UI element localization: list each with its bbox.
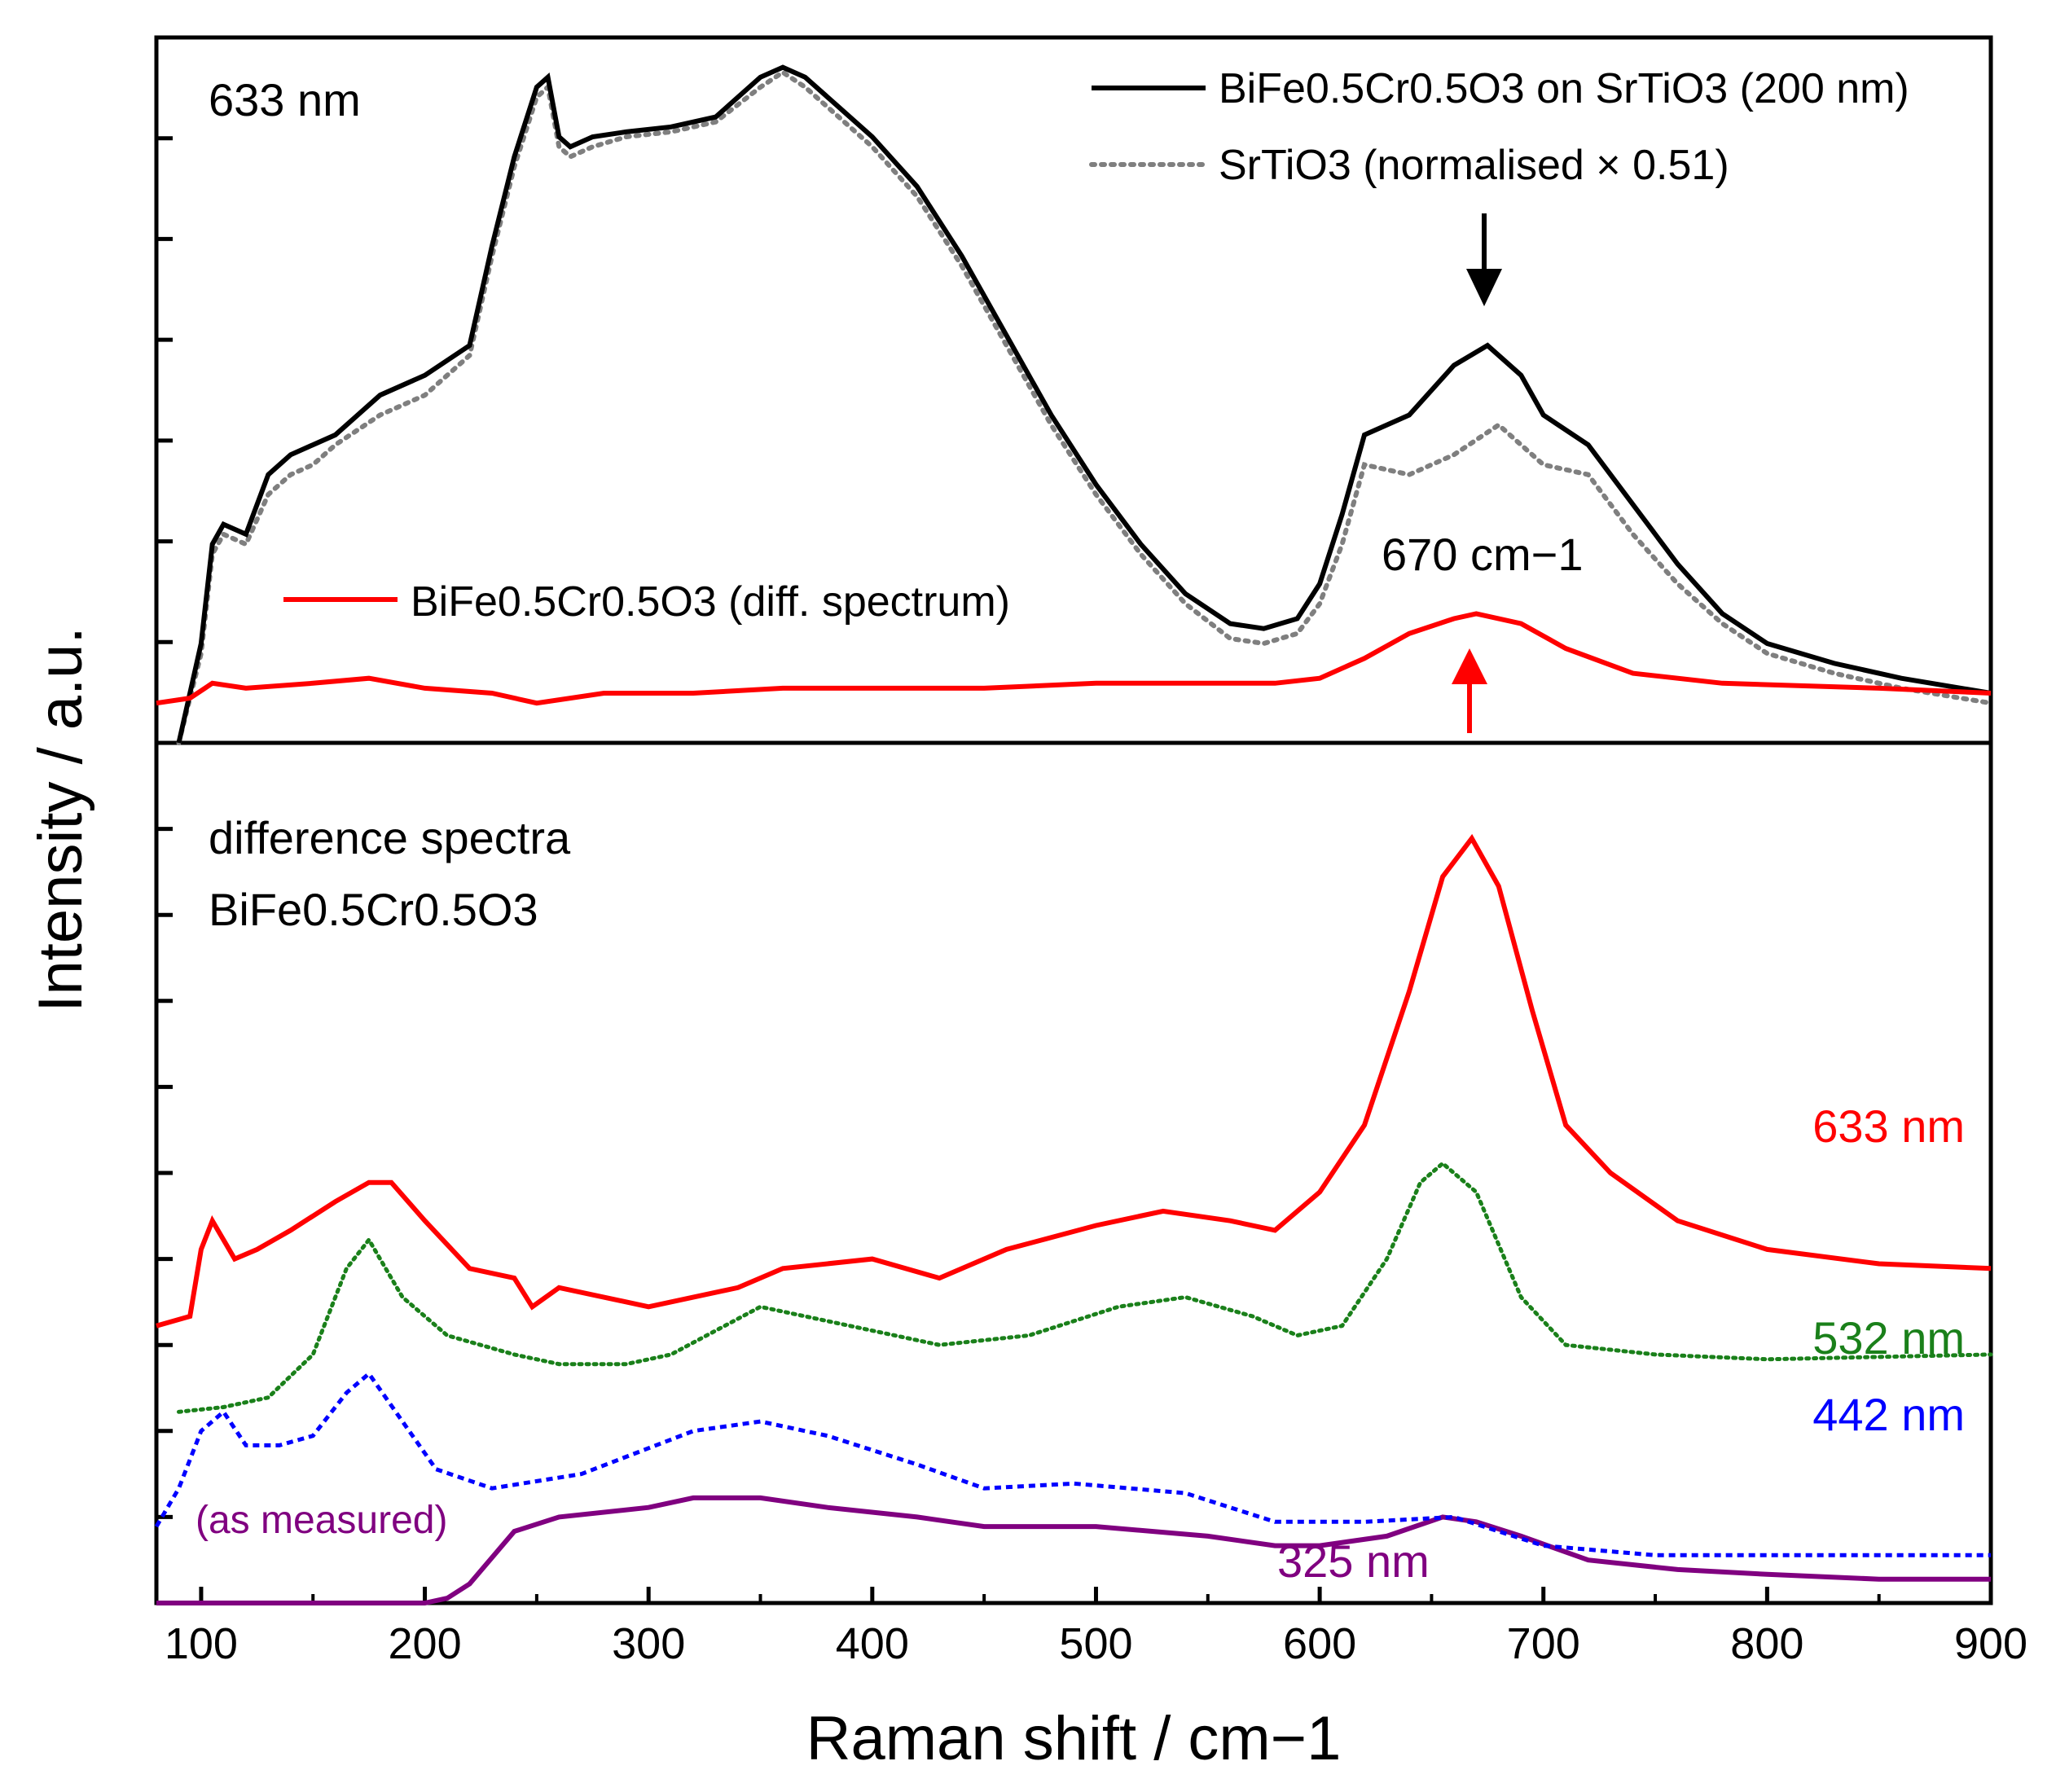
y-axis-ticks — [156, 136, 173, 1519]
series-bfco-diff-spectrum — [156, 611, 1992, 706]
x-tick-label-600: 600 — [1283, 1619, 1356, 1668]
top-panel-series — [156, 64, 1993, 745]
peak-label-670: 670 cm−1 — [1382, 529, 1584, 580]
series-bfco-on-srtio3 — [176, 64, 1992, 744]
x-axis-ticks: 100 200 300 400 500 600 700 800 900 — [165, 1587, 2027, 1668]
series-srtio3-normalised — [176, 69, 1993, 745]
bottom-panel-title-line2: BiFe0.5Cr0.5O3 — [209, 884, 538, 935]
label-325nm: 325 nm — [1277, 1535, 1430, 1587]
legend-label-black: BiFe0.5Cr0.5O3 on SrTiO3 (200 nm) — [1219, 65, 1909, 112]
bottom-panel-title-line1: difference spectra — [209, 812, 571, 863]
legend-label-red: BiFe0.5Cr0.5O3 (diff. spectrum) — [411, 578, 1010, 626]
legend-label-gray: SrTiO3 (normalised × 0.51) — [1219, 142, 1729, 189]
legend: BiFe0.5Cr0.5O3 on SrTiO3 (200 nm) SrTiO3… — [283, 65, 1909, 626]
x-tick-label-700: 700 — [1507, 1619, 1580, 1668]
x-tick-label-200: 200 — [389, 1619, 462, 1668]
x-axis-label: Raman shift / cm−1 — [806, 1704, 1342, 1773]
bottom-panel-series — [154, 833, 1993, 1605]
x-tick-label-400: 400 — [836, 1619, 909, 1668]
plot-frame — [154, 35, 1993, 1605]
y-axis-label: Intensity / a.u. — [26, 626, 95, 1012]
label-633nm: 633 nm — [1812, 1100, 1965, 1152]
top-panel-title: 633 nm — [209, 74, 361, 125]
series-532nm — [177, 1161, 1993, 1414]
x-tick-label-100: 100 — [165, 1619, 238, 1668]
x-tick-label-300: 300 — [612, 1619, 685, 1668]
x-tick-label-500: 500 — [1059, 1619, 1132, 1668]
series-325nm — [156, 1495, 1991, 1605]
x-tick-label-800: 800 — [1730, 1619, 1803, 1668]
series-442nm — [154, 1370, 1991, 1557]
x-tick-label-900: 900 — [1954, 1619, 2027, 1668]
label-as-measured: (as measured) — [195, 1499, 447, 1542]
red-peak-arrow — [1452, 648, 1487, 733]
series-633nm — [156, 833, 1992, 1329]
label-442nm: 442 nm — [1812, 1389, 1965, 1440]
black-peak-arrow — [1466, 213, 1502, 306]
label-532nm: 532 nm — [1812, 1312, 1965, 1364]
